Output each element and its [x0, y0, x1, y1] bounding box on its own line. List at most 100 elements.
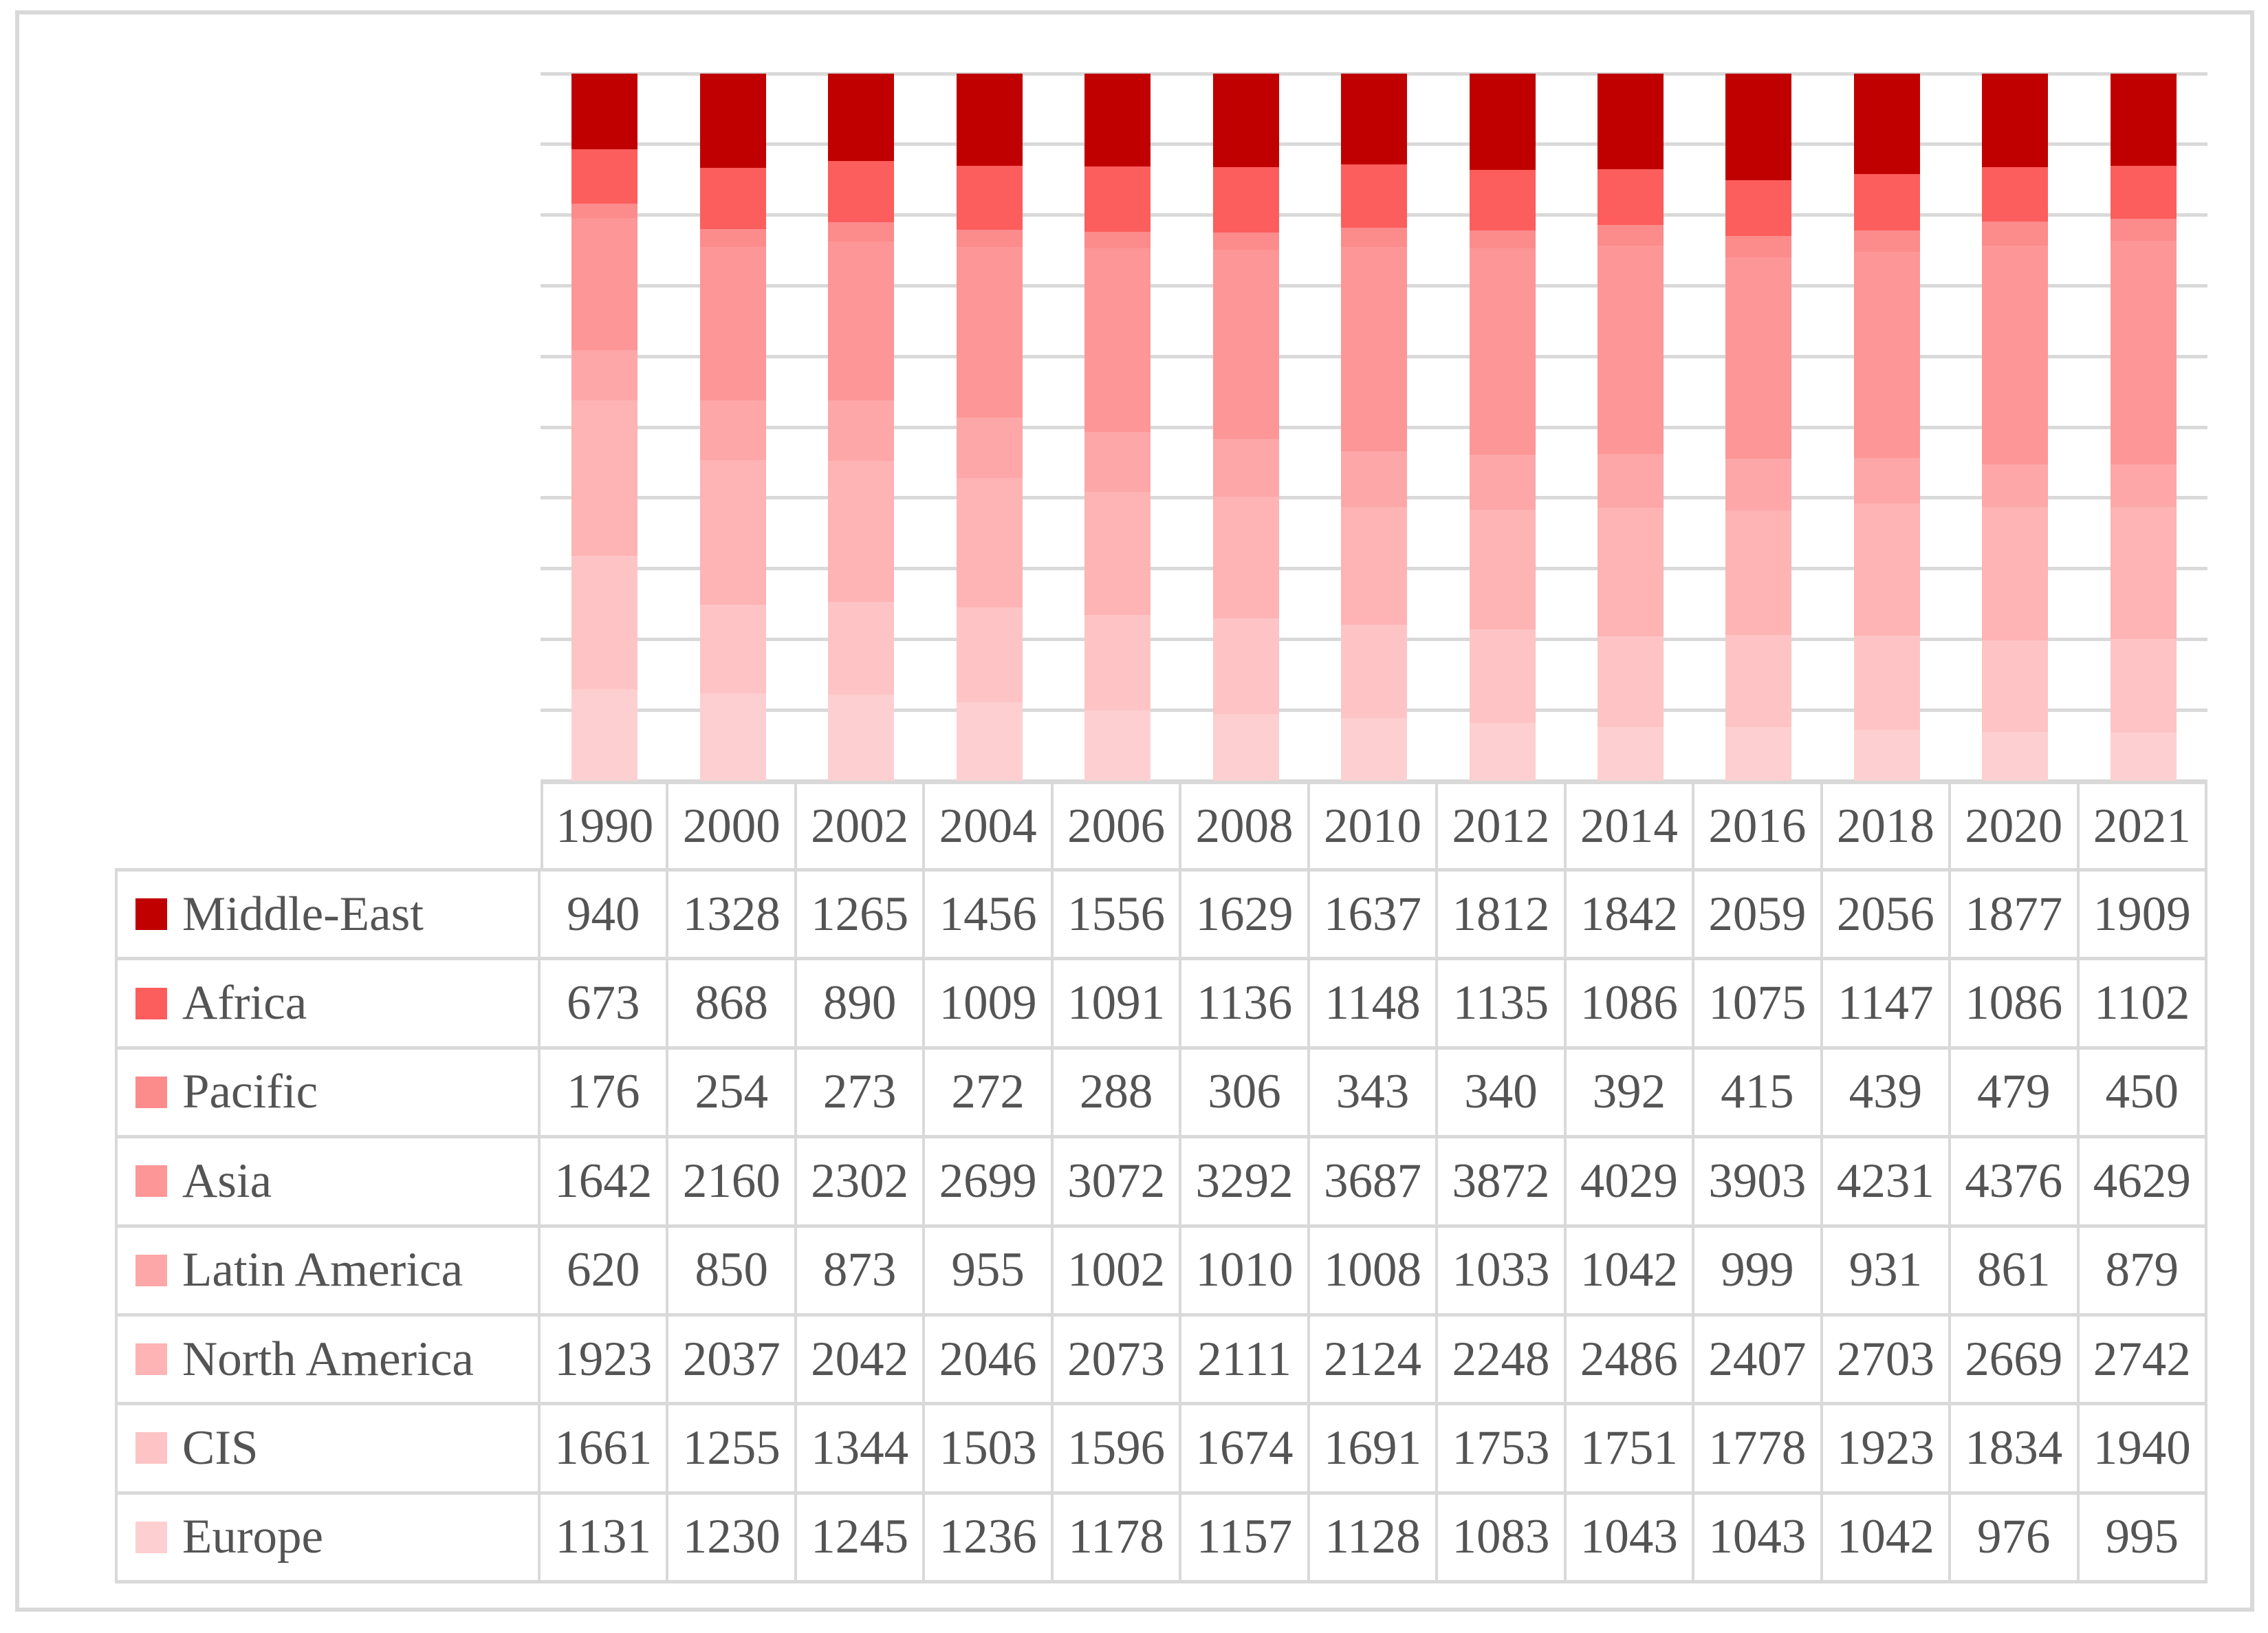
- bar-segment-latin-america: [1982, 464, 2049, 508]
- bar-2010: [1341, 74, 1408, 781]
- bar-segment-africa: [1341, 164, 1408, 228]
- series-name: Africa: [182, 976, 307, 1030]
- value-cell: 2056: [1822, 872, 1952, 961]
- value-cell: 868: [668, 960, 797, 1050]
- legend-swatch-icon: [135, 1076, 167, 1108]
- bar-segment-latin-america: [1597, 453, 1664, 508]
- value-cell: 176: [541, 1049, 669, 1139]
- bar-segment-latin-america: [1212, 439, 1279, 497]
- bar-segment-africa: [1725, 180, 1792, 236]
- bar-segment-asia: [699, 247, 766, 400]
- value-cell: 850: [668, 1227, 797, 1317]
- bar-segment-middle-east: [1084, 74, 1151, 166]
- value-cell: 1075: [1694, 960, 1823, 1050]
- bar-segment-middle-east: [956, 74, 1023, 166]
- value-cell: 1245: [796, 1494, 926, 1583]
- value-cell: 1674: [1181, 1405, 1310, 1495]
- value-cell: 4376: [1951, 1138, 2080, 1228]
- series-name: CIS: [182, 1420, 259, 1475]
- bar-segment-europe: [1212, 714, 1279, 781]
- bar-segment-asia: [1853, 251, 1920, 459]
- bar-segment-cis: [1212, 618, 1279, 715]
- value-cell: 2703: [1822, 1316, 1952, 1406]
- value-cell: 1642: [541, 1138, 669, 1228]
- series-name: Middle-East: [182, 887, 424, 941]
- bar-segment-africa: [699, 167, 766, 230]
- bar-segment-asia: [956, 246, 1023, 418]
- series-label-cell: Europe: [115, 1494, 541, 1583]
- bar-segment-europe: [956, 702, 1023, 781]
- bar-segment-africa: [956, 165, 1023, 230]
- bar-segment-latin-america: [828, 400, 895, 461]
- value-cell: 1148: [1309, 960, 1439, 1050]
- bar-column-2000: [668, 74, 796, 781]
- bar-segment-cis: [2110, 638, 2177, 733]
- value-cell: 288: [1053, 1049, 1182, 1139]
- value-cell: 1753: [1438, 1405, 1567, 1495]
- bar-segment-europe: [828, 694, 895, 781]
- bar-column-2020: [1951, 74, 2079, 781]
- bar-segment-north-america: [1982, 507, 2049, 640]
- value-cell: 3687: [1309, 1138, 1439, 1228]
- bar-segment-europe: [1469, 723, 1536, 781]
- value-cell: 2124: [1309, 1316, 1439, 1406]
- bar-segment-middle-east: [1341, 74, 1408, 164]
- value-cell: 479: [1951, 1049, 2080, 1139]
- bar-segment-latin-america: [1469, 455, 1536, 510]
- bar-segment-pacific: [1212, 232, 1279, 250]
- bar-column-2021: [2080, 74, 2207, 781]
- series-label-cell: Africa: [115, 960, 541, 1050]
- value-cell: 1940: [2079, 1405, 2207, 1495]
- series-label-cell: Asia: [115, 1138, 541, 1228]
- bar-segment-asia: [1982, 245, 2049, 464]
- value-cell: 1236: [925, 1494, 1054, 1583]
- value-cell: 1877: [1951, 872, 2080, 961]
- bar-segment-middle-east: [571, 74, 638, 150]
- bar-2018: [1853, 74, 1920, 781]
- value-cell: 2669: [1951, 1316, 2080, 1406]
- legend-swatch-icon: [135, 1165, 167, 1198]
- bar-segment-cis: [956, 607, 1023, 703]
- bar-segment-middle-east: [1469, 74, 1536, 171]
- value-cell: 3292: [1181, 1138, 1310, 1228]
- value-cell: 890: [796, 960, 926, 1050]
- bar-segment-asia: [1725, 257, 1792, 459]
- value-cell: 1344: [796, 1405, 926, 1495]
- bar-segment-cis: [699, 605, 766, 694]
- bar-segment-africa: [1469, 170, 1536, 231]
- value-cell: 1456: [925, 872, 1054, 961]
- bar-segment-middle-east: [1212, 74, 1279, 167]
- table-corner-cell: [115, 781, 541, 872]
- bar-segment-latin-america: [571, 350, 638, 401]
- value-cell: 1178: [1053, 1494, 1182, 1583]
- year-header-cell: 2021: [2079, 781, 2207, 872]
- bar-2000: [699, 74, 766, 781]
- bar-segment-latin-america: [956, 417, 1023, 478]
- bar-segment-europe: [699, 693, 766, 781]
- bar-segment-asia: [1597, 245, 1664, 454]
- value-cell: 1008: [1309, 1227, 1439, 1317]
- bar-segment-cis: [1725, 634, 1792, 727]
- bar-column-2008: [1181, 74, 1309, 781]
- bar-segment-pacific: [1982, 221, 2049, 246]
- value-cell: 2486: [1566, 1316, 1695, 1406]
- bar-segment-north-america: [1469, 510, 1536, 630]
- value-cell: 1002: [1053, 1227, 1182, 1317]
- bar-2016: [1725, 74, 1792, 781]
- bar-segment-latin-america: [1084, 431, 1151, 492]
- bar-segment-latin-america: [1725, 459, 1792, 511]
- bar-segment-north-america: [1597, 507, 1664, 636]
- bar-segment-cis: [1084, 615, 1151, 711]
- value-cell: 2037: [668, 1316, 797, 1406]
- bar-segment-middle-east: [1725, 74, 1792, 180]
- value-cell: 1923: [541, 1316, 669, 1406]
- bar-segment-middle-east: [699, 74, 766, 168]
- value-cell: 940: [541, 872, 669, 961]
- bar-2008: [1212, 74, 1279, 781]
- bar-segment-europe: [1982, 732, 2049, 781]
- value-cell: 4231: [1822, 1138, 1952, 1228]
- value-cell: 1043: [1566, 1494, 1695, 1583]
- year-header-cell: 2014: [1566, 781, 1695, 872]
- bar-segment-cis: [1341, 624, 1408, 719]
- bar-segment-cis: [1853, 636, 1920, 730]
